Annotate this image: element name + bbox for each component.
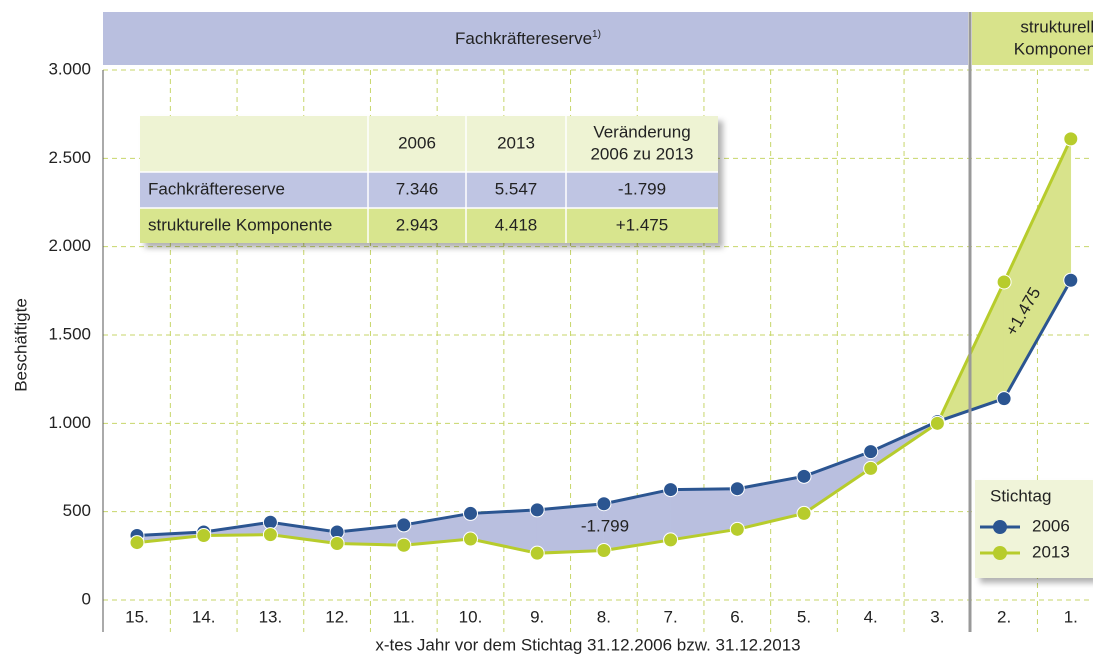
y-axis-label: Beschäftigte: [11, 298, 30, 392]
legend-label: 2006: [1032, 516, 1070, 535]
table-row: [140, 208, 718, 243]
legend-title: Stichtag: [990, 486, 1051, 505]
table-cell: -1.799: [618, 179, 666, 198]
x-tick-label: 6.: [730, 607, 744, 626]
y-tick-label: 1.500: [48, 324, 91, 343]
x-tick-label: 12.: [325, 607, 349, 626]
x-tick-label: 7.: [664, 607, 678, 626]
y-tick-label: 2.500: [48, 148, 91, 167]
table-cell: Veränderung: [593, 122, 690, 141]
x-tick-label: 14.: [192, 607, 216, 626]
data-point: [596, 543, 612, 559]
header-title: strukturelle: [1020, 17, 1093, 36]
table-cell: 2013: [497, 133, 535, 152]
data-point: [863, 444, 879, 460]
data-point: [529, 545, 545, 561]
footnote: 1): [592, 29, 601, 40]
table-cell: 2006: [398, 133, 436, 152]
data-point: [863, 460, 879, 476]
header-text: Fachkräftereserve: [455, 29, 592, 48]
x-tick-label: 4.: [864, 607, 878, 626]
data-point: [463, 531, 478, 547]
legend-label: 2013: [1032, 542, 1070, 561]
header-band: [103, 12, 968, 65]
header-band: [972, 12, 1093, 65]
x-tick-label: 10.: [459, 607, 483, 626]
y-tick-label: 500: [63, 501, 91, 520]
data-point: [729, 481, 745, 497]
x-tick-label: 8.: [597, 607, 611, 626]
data-point: [996, 391, 1012, 407]
y-tick-label: 1.000: [48, 413, 91, 432]
x-tick-label: 2.: [997, 607, 1011, 626]
data-point: [796, 468, 812, 484]
data-point: [796, 505, 812, 521]
table-cell: 7.346: [396, 179, 439, 198]
data-point: [129, 535, 145, 551]
data-point: [596, 496, 612, 512]
header-title: Komponente: [1014, 39, 1093, 58]
data-point: [529, 502, 545, 518]
legend-swatch: [993, 546, 1007, 560]
x-tick-label: 9.: [530, 607, 544, 626]
table: [140, 116, 718, 243]
x-axis-label: x-tes Jahr vor dem Stichtag 31.12.2006 b…: [375, 635, 800, 654]
table-row: [140, 172, 718, 208]
table-cell: 2006 zu 2013: [590, 144, 693, 163]
x-tick-label: 1.: [1064, 607, 1078, 626]
x-tick-label: 13.: [259, 607, 283, 626]
data-point: [663, 482, 679, 498]
data-point: [929, 415, 945, 431]
table-cell: 4.418: [495, 215, 538, 234]
data-point: [996, 274, 1012, 290]
data-point: [1063, 272, 1079, 288]
y-tick-label: 3.000: [48, 59, 91, 78]
data-point: [729, 521, 745, 537]
x-tick-label: 5.: [797, 607, 811, 626]
data-point: [663, 532, 679, 548]
table-header: [140, 116, 718, 172]
table-cell: Fachkräftereserve: [148, 179, 285, 198]
data-point: [262, 527, 278, 543]
table-cell: 2.943: [396, 215, 439, 234]
header-title: Fachkräftereserve1): [455, 29, 601, 49]
data-point: [396, 517, 412, 533]
data-point: [1063, 131, 1079, 147]
data-point: [329, 535, 345, 551]
annotation: -1.799: [581, 516, 629, 535]
x-tick-label: 15.: [125, 607, 149, 626]
y-tick-label: 2.000: [48, 236, 91, 255]
legend-swatch: [993, 520, 1007, 534]
table-cell: 5.547: [495, 179, 538, 198]
x-tick-label: 11.: [393, 607, 415, 626]
data-point: [396, 537, 412, 553]
data-point: [196, 528, 212, 544]
data-point: [463, 505, 478, 521]
table-lines: [140, 116, 718, 243]
x-tick-label: 3.: [930, 607, 944, 626]
table-cell: strukturelle Komponente: [148, 215, 332, 234]
y-tick-label: 0: [82, 589, 91, 608]
table-cell: +1.475: [616, 215, 668, 234]
